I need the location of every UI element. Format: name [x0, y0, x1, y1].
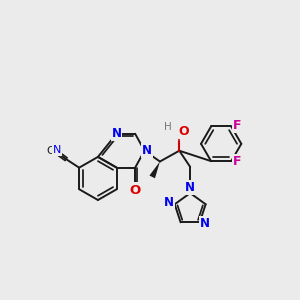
Text: N: N — [185, 181, 195, 194]
Polygon shape — [149, 161, 160, 178]
Text: F: F — [233, 119, 242, 132]
Text: O: O — [179, 125, 189, 138]
Text: N: N — [142, 144, 152, 157]
Text: N: N — [200, 217, 210, 230]
Text: N: N — [53, 145, 61, 155]
Text: F: F — [233, 155, 242, 168]
Text: O: O — [130, 184, 141, 196]
Text: H: H — [164, 122, 172, 132]
Text: N: N — [112, 127, 122, 140]
Text: N: N — [164, 196, 174, 209]
Text: C: C — [47, 146, 55, 157]
